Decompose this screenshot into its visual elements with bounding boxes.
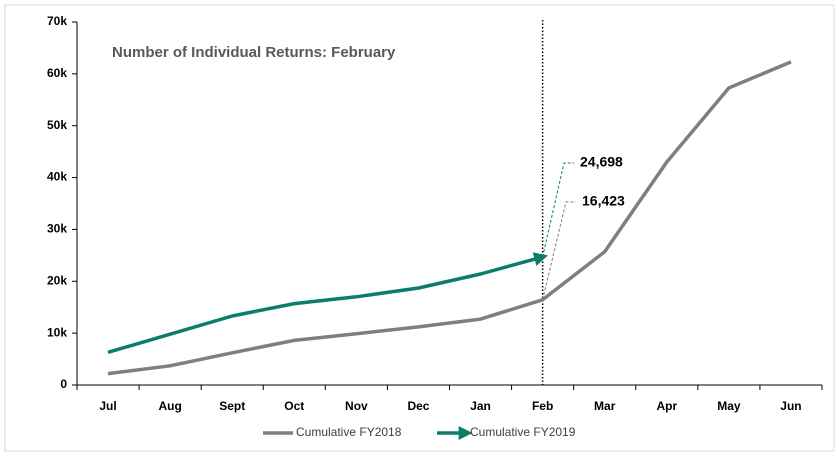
- y-tick-label: 50k: [47, 118, 67, 132]
- y-tick-label: 70k: [47, 14, 67, 28]
- y-tick-label: 40k: [47, 170, 67, 184]
- x-tick-label: Oct: [284, 399, 304, 413]
- data-label: 24,698: [580, 154, 623, 170]
- x-tick-label: Sept: [219, 399, 245, 413]
- series-line: [107, 252, 548, 354]
- legend-label: Cumulative FY2019: [470, 425, 576, 439]
- chart-title: Number of Individual Returns: February: [112, 44, 396, 61]
- x-tick-label: Apr: [656, 399, 677, 413]
- series-line: [107, 60, 792, 376]
- leader-line: [542, 201, 576, 300]
- x-tick-label: Jan: [470, 399, 491, 413]
- y-tick-label: 20k: [47, 273, 67, 287]
- y-tick-label: 60k: [47, 66, 67, 80]
- legend-label: Cumulative FY2018: [296, 425, 402, 439]
- y-tick-label: 0: [60, 377, 67, 391]
- x-tick-label: Aug: [158, 399, 181, 413]
- data-label: 16,423: [582, 193, 625, 209]
- y-tick-label: 10k: [47, 325, 67, 339]
- x-tick-label: Jul: [99, 399, 116, 413]
- y-tick-label: 30k: [47, 222, 67, 236]
- x-tick-label: May: [717, 399, 741, 413]
- frame: [4, 4, 835, 452]
- x-tick-label: Mar: [594, 399, 616, 413]
- x-tick-label: Nov: [345, 399, 368, 413]
- leader-line: [542, 162, 574, 258]
- x-tick-label: Feb: [532, 399, 553, 413]
- x-tick-label: Dec: [407, 399, 429, 413]
- x-tick-label: Jun: [780, 399, 801, 413]
